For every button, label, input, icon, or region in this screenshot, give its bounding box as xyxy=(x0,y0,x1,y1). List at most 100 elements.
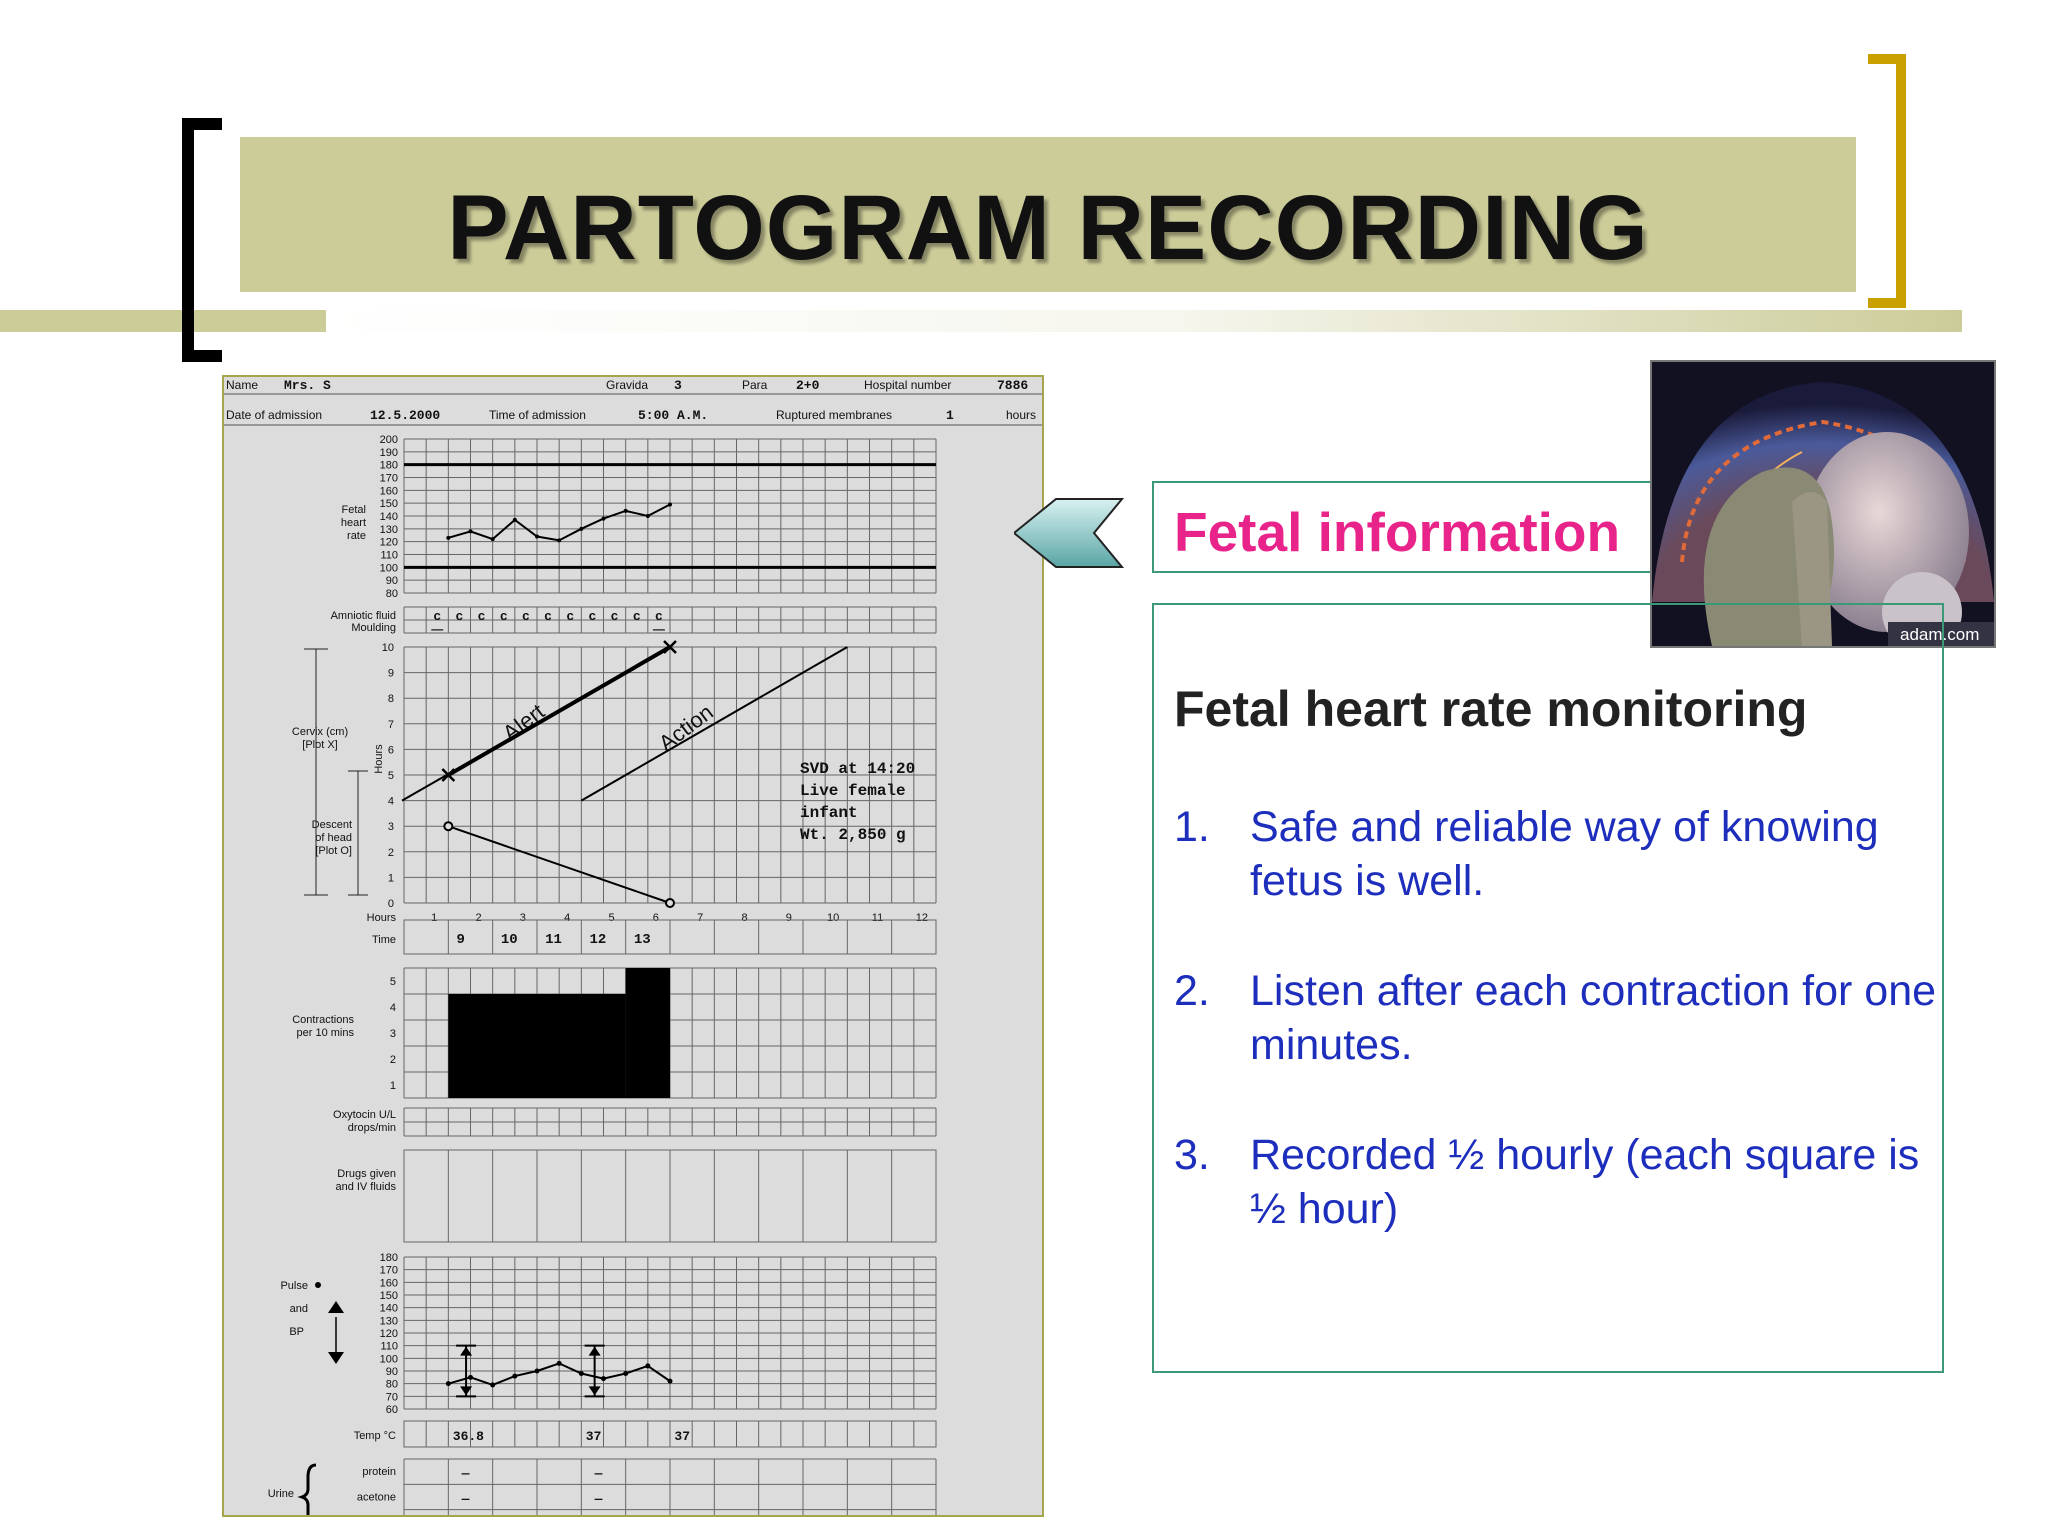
contraction-tick: 2 xyxy=(390,1054,396,1066)
pulse-point xyxy=(534,1368,540,1374)
amniotic-mark: c xyxy=(566,609,574,624)
pulse-tick: 120 xyxy=(380,1328,398,1340)
descent-label: Descent xyxy=(312,819,352,831)
fhr-tick: 130 xyxy=(380,524,398,536)
name-label: Name xyxy=(226,378,258,392)
time-value: 12 xyxy=(590,932,607,948)
drugs-label: and IV fluids xyxy=(335,1181,396,1193)
fhr-tick: 170 xyxy=(380,473,398,485)
subhead: Fetal heart rate monitoring xyxy=(1174,681,1808,737)
pulse-point xyxy=(645,1363,651,1369)
cervix-tick: 6 xyxy=(388,744,394,756)
amniotic-mark: c xyxy=(433,609,441,624)
pulse-label: Pulse xyxy=(280,1280,308,1292)
temp-value: 37 xyxy=(586,1429,602,1444)
cervix-tick: 7 xyxy=(388,719,394,731)
descent-label: of head xyxy=(315,832,352,844)
fetus-photo: adam.com xyxy=(1650,360,1996,648)
fhr-tick: 120 xyxy=(380,537,398,549)
amniotic-label: Amniotic fluid xyxy=(331,610,396,622)
descent-o-mark xyxy=(665,898,675,908)
partogram-chart: Name Mrs. S Gravida 3 Para 2+0 Hospital number… xyxy=(222,375,1044,1536)
contraction-tick: 4 xyxy=(390,1002,396,1014)
urine-label: Urine xyxy=(268,1488,294,1500)
pulse-point xyxy=(512,1373,518,1379)
pulse-tick: 140 xyxy=(380,1303,398,1315)
fhr-point xyxy=(490,537,495,542)
fhr-tick: 110 xyxy=(380,550,398,562)
hospital-label: Hospital number xyxy=(864,378,951,392)
hours-vertical-label: Hours xyxy=(373,744,385,774)
delivery-note: SVD at 14:20 xyxy=(800,760,915,778)
contraction-label: Contractions xyxy=(292,1014,354,1026)
amniotic-mark: c xyxy=(522,609,530,624)
pulse-point xyxy=(578,1371,584,1377)
pulse-tick: 130 xyxy=(380,1315,398,1327)
doa-label: Date of admission xyxy=(226,408,322,422)
amniotic-mark: c xyxy=(611,609,619,624)
dilation-line xyxy=(447,645,672,777)
para-label: Para xyxy=(742,378,768,392)
partogram-svg: Name Mrs. S Gravida 3 Para 2+0 Hospital number… xyxy=(224,378,1042,1536)
fetus-illustration: adam.com xyxy=(1652,362,1994,646)
descent-o-mark xyxy=(443,821,454,832)
list-number: 2. xyxy=(1174,967,1210,1015)
action-line xyxy=(580,646,848,802)
pulse-tick: 80 xyxy=(386,1379,398,1391)
amniotic-mark: c xyxy=(633,609,641,624)
toa-label: Time of admission xyxy=(489,408,586,422)
hours-tick: 5 xyxy=(608,912,614,924)
hours-tick: 4 xyxy=(564,912,570,924)
time-label: Time xyxy=(372,934,396,946)
delivery-note: infant xyxy=(800,804,858,822)
pulse-tick: 60 xyxy=(386,1404,398,1416)
rm-unit: hours xyxy=(1006,408,1036,422)
fetal-info-label: Fetal information xyxy=(1174,501,1621,563)
cervix-tick: 8 xyxy=(388,693,394,705)
pulse-point xyxy=(556,1360,562,1366)
hours-tick: 1 xyxy=(431,912,437,924)
urine-row-label: acetone xyxy=(357,1491,396,1503)
gravida-label: Gravida xyxy=(606,378,648,392)
moulding-label: Moulding xyxy=(351,622,396,634)
cervix-tick: 10 xyxy=(382,642,394,654)
fhr-tick: 90 xyxy=(386,575,398,587)
cervix-tick: 9 xyxy=(388,668,394,680)
contraction-label: per 10 mins xyxy=(297,1027,355,1039)
pulse-dot-icon xyxy=(315,1282,321,1288)
urine-row-label: protein xyxy=(362,1466,396,1478)
moulding-mark: — xyxy=(431,622,443,636)
divider-line xyxy=(0,310,1962,332)
hours-tick: 9 xyxy=(786,912,792,924)
pulse-point xyxy=(445,1381,451,1387)
right-bracket xyxy=(1868,54,1906,308)
time-value: 9 xyxy=(457,932,465,948)
time-value: 13 xyxy=(634,932,651,948)
list-item: 3. Recorded ½ hourly (each square is ½ ho… xyxy=(1174,1128,1944,1236)
contraction-block xyxy=(448,994,626,1098)
amniotic-mark: c xyxy=(500,609,508,624)
urine-value: — xyxy=(594,1466,603,1481)
fhr-tick: 190 xyxy=(380,447,398,459)
amniotic-mark: c xyxy=(456,609,464,624)
doa-value: 12.5.2000 xyxy=(370,408,440,423)
urine-value: — xyxy=(461,1491,470,1506)
fhr-tick: 180 xyxy=(380,460,398,472)
cervix-tick: 5 xyxy=(388,770,394,782)
pulse-tick: 150 xyxy=(380,1290,398,1302)
oxytocin-label: Oxytocin U/L xyxy=(333,1109,396,1121)
pulse-point xyxy=(667,1378,673,1384)
fhr-tick: 200 xyxy=(380,434,398,446)
list-text: Safe and reliable way of knowing fetus i… xyxy=(1250,803,1879,905)
fhr-label: heart xyxy=(341,517,366,529)
pulse-and-label: and xyxy=(290,1303,308,1315)
fhr-point xyxy=(535,534,539,539)
fhr-tick: 140 xyxy=(380,511,398,523)
amniotic-mark: c xyxy=(478,609,486,624)
content-box xyxy=(1152,603,1944,1373)
contraction-block xyxy=(625,968,670,1098)
descent-line xyxy=(448,825,671,904)
fhr-point xyxy=(512,517,517,522)
cervix-label: Cervix (cm) xyxy=(292,726,348,738)
hours-tick: 6 xyxy=(653,912,659,924)
